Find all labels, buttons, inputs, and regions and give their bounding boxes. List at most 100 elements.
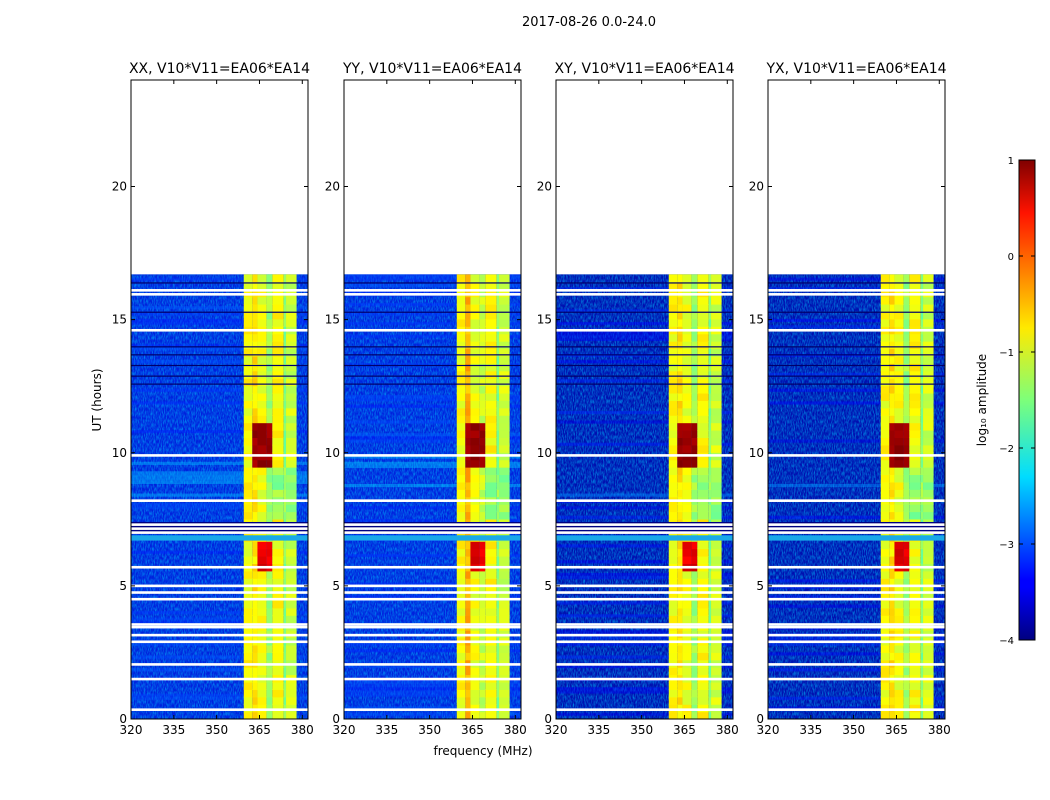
y-tick-label: 10	[112, 446, 127, 460]
rfi-cell	[272, 548, 284, 557]
rfi-cell	[691, 652, 698, 661]
rfi-cell	[479, 474, 486, 483]
noise-row	[344, 649, 521, 653]
noise-row	[131, 611, 308, 615]
rfi-cell	[880, 615, 890, 624]
rfi-cell	[286, 593, 297, 602]
rfi-cell	[456, 696, 466, 705]
rfi-cell	[903, 355, 910, 364]
y-tick-label: 20	[749, 180, 764, 194]
y-tick-label: 20	[325, 180, 340, 194]
rfi-cell	[257, 615, 267, 624]
rfi-cell	[272, 467, 284, 476]
y-tick-label: 20	[537, 180, 552, 194]
rfi-cell	[266, 474, 273, 483]
rfi-cell	[691, 481, 698, 490]
rfi-cell	[677, 696, 683, 705]
rfi-cell	[909, 274, 921, 283]
rfi-cell	[923, 593, 934, 602]
rfi-cell	[894, 504, 904, 513]
rfi-cell	[697, 274, 709, 283]
rfi-cell	[470, 311, 480, 320]
rfi-cell	[894, 385, 904, 394]
rfi-cell	[903, 696, 910, 705]
rfi-cell	[266, 333, 273, 342]
rfi-cell	[711, 385, 722, 394]
rfi-cell	[909, 570, 921, 579]
rfi-cell	[272, 489, 284, 498]
rfi-cell	[286, 541, 297, 550]
rfi-cell	[711, 444, 722, 453]
rfi-cell	[456, 311, 466, 320]
rfi-cell	[909, 385, 921, 394]
rfi-cell	[499, 467, 510, 476]
rfi-cell	[923, 711, 934, 719]
rfi-cell	[465, 467, 471, 476]
rfi-cell	[903, 318, 910, 327]
rfi-cell	[889, 689, 895, 698]
rfi-cell	[682, 415, 692, 424]
rfi-cell	[485, 459, 497, 468]
flagged-row	[556, 663, 733, 666]
rfi-cell	[479, 555, 486, 564]
flagged-row	[344, 531, 521, 534]
rfi-cell	[485, 378, 497, 387]
rfi-cell	[708, 667, 712, 676]
rfi-cell	[257, 585, 267, 594]
rfi-cell	[479, 311, 486, 320]
rfi-cell	[691, 548, 698, 557]
rfi-cell	[286, 415, 297, 424]
noise-row	[344, 436, 521, 440]
rfi-cell	[496, 696, 500, 705]
rfi-cell	[903, 385, 910, 394]
rfi-cell	[243, 607, 253, 616]
rfi-cell	[283, 311, 287, 320]
rfi-cell	[496, 644, 500, 653]
x-tick-label: 365	[461, 723, 484, 737]
rfi-cell	[499, 341, 510, 350]
rfi-cell	[499, 437, 510, 446]
rfi-cell	[286, 318, 297, 327]
rfi-cell	[470, 422, 480, 431]
rfi-cell	[266, 578, 273, 587]
rfi-cell	[266, 600, 273, 609]
noise-row	[131, 471, 308, 475]
rfi-cell	[909, 615, 921, 624]
rfi-cell	[479, 511, 486, 520]
rfi-cell	[668, 437, 678, 446]
rfi-cell	[677, 415, 683, 424]
rfi-cell	[880, 467, 890, 476]
rfi-cell	[456, 444, 466, 453]
rfi-cell	[903, 615, 910, 624]
rfi-cell	[470, 504, 480, 513]
rfi-cell	[485, 615, 497, 624]
rfi-cell	[923, 704, 934, 713]
rfi-cell	[257, 363, 267, 372]
rfi-cell	[286, 600, 297, 609]
rfi-cell	[499, 667, 510, 676]
rfi-cell	[903, 548, 910, 557]
rfi-cell	[257, 274, 267, 283]
rfi-cell	[252, 296, 258, 305]
rfi-cell	[708, 400, 712, 409]
rfi-cell	[711, 681, 722, 690]
rfi-cell	[243, 304, 253, 313]
rfi-cell	[243, 318, 253, 327]
rfi-cell	[708, 555, 712, 564]
rfi-cell	[496, 489, 500, 498]
rfi-cell	[465, 407, 471, 416]
rfi-cell	[479, 304, 486, 313]
rfi-cell	[257, 311, 267, 320]
rfi-cell	[677, 711, 683, 719]
rfi-cell	[691, 392, 698, 401]
y-tick-label: 15	[325, 313, 340, 327]
flagged-row	[768, 640, 945, 644]
rfi-cell	[456, 555, 466, 564]
rfi-cell	[691, 607, 698, 616]
rfi-cell	[711, 341, 722, 350]
rfi-cell	[456, 422, 466, 431]
rfi-cell	[668, 355, 678, 364]
rfi-cell	[682, 696, 692, 705]
rfi-cell	[682, 481, 692, 490]
